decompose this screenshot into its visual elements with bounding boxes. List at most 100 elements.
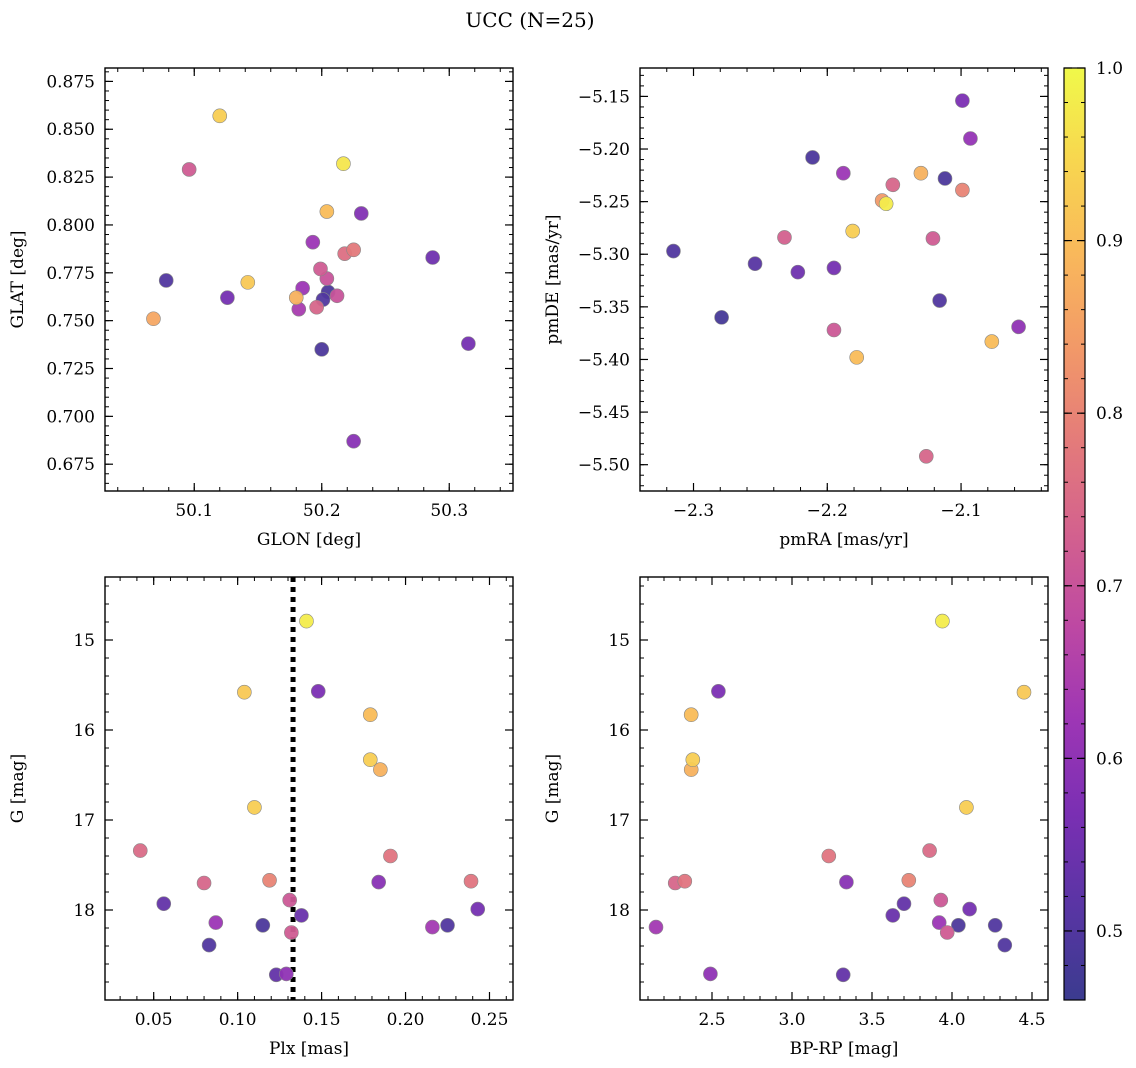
axes-frame bbox=[639, 67, 1049, 492]
data-point bbox=[885, 908, 901, 923]
data-point bbox=[440, 917, 455, 933]
data-point bbox=[212, 108, 228, 124]
x-tick-label: 3.0 bbox=[778, 1010, 805, 1030]
y-tick-label: −5.40 bbox=[578, 350, 630, 370]
data-points bbox=[146, 108, 476, 449]
data-point bbox=[677, 873, 693, 889]
data-point bbox=[987, 917, 1003, 933]
scatter-panel-3: 0.05 0.10 0.15 0.20 0.25 15 16 17 18 Plx [mas] G [… bbox=[8, 576, 514, 1059]
colorbar-tick-label: 0.7 bbox=[1096, 577, 1123, 597]
data-point bbox=[371, 874, 386, 890]
x-tick-label: 4.0 bbox=[938, 1010, 965, 1030]
y-tick-label: −5.35 bbox=[578, 298, 630, 318]
data-point bbox=[262, 872, 277, 888]
data-point bbox=[284, 925, 299, 940]
data-point bbox=[336, 156, 351, 172]
colorbar-tick-label: 0.6 bbox=[1096, 749, 1123, 769]
scatter-panel-2: −2.3 −2.2 −2.1 −5.50 −5.45 −5.40 −5.35 −5.30 −5.… bbox=[543, 67, 1049, 550]
data-point bbox=[288, 290, 304, 305]
data-point bbox=[951, 917, 966, 933]
data-point bbox=[181, 162, 197, 177]
data-point bbox=[294, 908, 309, 923]
x-tick-label: 50.3 bbox=[430, 501, 468, 521]
data-point bbox=[282, 892, 297, 908]
axes-frame bbox=[639, 576, 1049, 1001]
colorbar-tick-label: 0.9 bbox=[1096, 232, 1123, 252]
x-tick-label: 50.1 bbox=[175, 501, 213, 521]
data-point bbox=[425, 919, 440, 935]
data-point bbox=[208, 915, 224, 930]
data-point bbox=[959, 800, 974, 815]
data-points bbox=[648, 613, 1032, 983]
data-point bbox=[362, 752, 378, 768]
x-tick-label: 0.15 bbox=[303, 1010, 341, 1030]
data-point bbox=[156, 896, 172, 912]
data-point bbox=[932, 293, 947, 308]
data-point bbox=[962, 901, 977, 917]
x-axis-label: GLON [deg] bbox=[257, 530, 361, 550]
data-point bbox=[247, 800, 262, 815]
data-point bbox=[790, 264, 806, 280]
data-point bbox=[683, 707, 699, 723]
data-point bbox=[997, 937, 1013, 953]
data-point bbox=[849, 350, 865, 365]
x-axis-label: pmRA [mas/yr] bbox=[779, 530, 908, 550]
data-point bbox=[158, 273, 174, 288]
data-point bbox=[310, 683, 326, 699]
data-point bbox=[346, 242, 361, 258]
y-tick-label: 18 bbox=[608, 901, 630, 921]
y-tick-label: 16 bbox=[73, 721, 95, 741]
data-point bbox=[353, 206, 369, 221]
data-point bbox=[714, 310, 729, 325]
data-point bbox=[805, 150, 820, 165]
data-point bbox=[925, 231, 941, 246]
y-tick-label: −5.20 bbox=[578, 140, 630, 160]
data-point bbox=[313, 261, 328, 277]
data-points bbox=[666, 93, 1026, 464]
figure-title: UCC (N=25) bbox=[465, 8, 594, 32]
scatter-panel-1: 50.1 50.2 50.3 0.675 0.700 0.725 0.750 0.775 0.8… bbox=[8, 67, 514, 550]
y-tick-label: 0.775 bbox=[46, 264, 95, 284]
y-tick-label: −5.50 bbox=[578, 456, 630, 476]
y-tick-label: 0.875 bbox=[46, 72, 95, 92]
colorbar-gradient bbox=[1063, 67, 1086, 1001]
data-point bbox=[685, 752, 701, 768]
data-point bbox=[935, 613, 950, 629]
y-axis-label: G [mag] bbox=[8, 754, 28, 823]
y-tick-label: 0.800 bbox=[46, 216, 95, 236]
x-tick-label: 0.25 bbox=[471, 1010, 509, 1030]
data-point bbox=[314, 342, 330, 357]
data-point bbox=[362, 707, 378, 723]
x-axis-label: BP-RP [mag] bbox=[790, 1039, 899, 1059]
y-tick-label: 18 bbox=[73, 901, 95, 921]
data-point bbox=[826, 260, 842, 276]
y-tick-label: 0.725 bbox=[46, 360, 95, 380]
data-point bbox=[309, 299, 324, 315]
data-point bbox=[1016, 684, 1032, 700]
x-tick-label: 4.5 bbox=[1018, 1010, 1045, 1030]
data-point bbox=[963, 131, 978, 146]
y-tick-label: 0.675 bbox=[46, 455, 95, 475]
data-point bbox=[937, 171, 953, 186]
data-point bbox=[470, 901, 486, 917]
data-point bbox=[913, 165, 929, 181]
data-point bbox=[777, 230, 792, 245]
data-point bbox=[1011, 319, 1026, 335]
data-point bbox=[299, 613, 314, 629]
data-point bbox=[901, 872, 917, 888]
data-point bbox=[821, 848, 837, 864]
data-point bbox=[922, 843, 937, 858]
y-tick-label: −5.30 bbox=[578, 245, 630, 265]
data-point bbox=[220, 290, 235, 305]
data-point bbox=[373, 762, 388, 777]
data-point bbox=[933, 892, 949, 908]
data-point bbox=[703, 966, 718, 982]
data-point bbox=[305, 234, 321, 250]
data-point bbox=[747, 256, 763, 272]
data-point bbox=[984, 334, 1000, 349]
x-tick-label: 50.2 bbox=[303, 501, 341, 521]
colorbar-tick-label: 1.0 bbox=[1096, 59, 1123, 79]
data-point bbox=[329, 288, 345, 304]
x-tick-label: 3.5 bbox=[858, 1010, 885, 1030]
